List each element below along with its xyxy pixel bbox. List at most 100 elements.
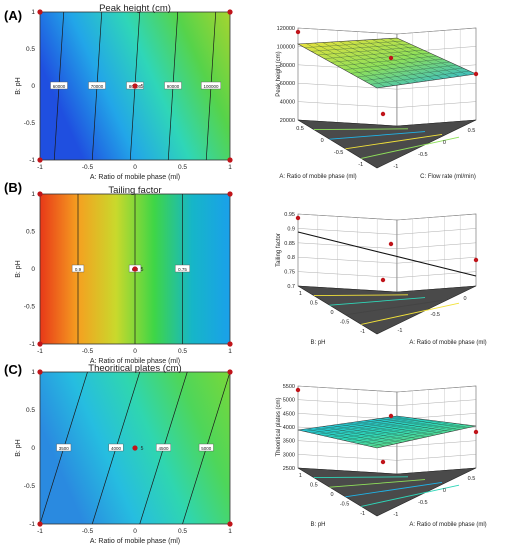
a-tick-label: -1	[360, 329, 365, 335]
surface-design-point	[295, 387, 301, 393]
mesh-line	[370, 425, 470, 447]
contour-label-box	[198, 443, 214, 452]
surface-floor	[297, 119, 477, 169]
wall-gridline	[396, 83, 477, 90]
contour-label-box	[108, 443, 124, 452]
x-axis-label: A: Ratio of mobile phase (ml)	[90, 538, 180, 545]
wall-gridline	[396, 454, 477, 461]
x-tick-label: -0.5	[82, 528, 94, 535]
design-point	[132, 266, 138, 272]
z-tick-label: 2500	[283, 466, 295, 472]
floor-contour-line	[313, 476, 409, 479]
wall-gridline	[396, 440, 477, 447]
z-tick-label: 4500	[283, 411, 295, 417]
z-tick-label: 4000	[283, 425, 295, 431]
a-tick-label: 0	[330, 310, 333, 316]
wall-gridline	[396, 257, 477, 264]
design-point	[37, 157, 43, 163]
z-tick-label: 0.8	[287, 255, 295, 261]
z-tick-label: 0.85	[284, 241, 295, 247]
contour-title: Peak height (cm)	[99, 3, 171, 14]
b-tick-label: -1	[393, 164, 398, 170]
floor-contour-line	[329, 297, 426, 306]
b-tick-label: 0	[464, 296, 467, 302]
b-tick-label: -1	[393, 512, 398, 518]
center-point-count: 5	[141, 446, 144, 452]
b-tick-label: -0.5	[418, 500, 427, 506]
z-tick-label: 20000	[280, 118, 295, 124]
x-axis-label: A: Ratio of mobile phase (ml)	[90, 174, 180, 181]
wall-gridline	[297, 242, 398, 249]
contour-label-box	[175, 264, 190, 273]
y-tick-label: -1	[29, 157, 35, 164]
b-tick-label: 0.5	[468, 128, 476, 134]
floor-contour-line	[361, 136, 460, 159]
design-point	[227, 191, 233, 197]
contour-label: 100000	[203, 84, 219, 89]
floor-contour-line	[329, 131, 426, 140]
y-tick-label: 0	[31, 266, 35, 273]
x-tick-label: 0	[133, 164, 137, 171]
contour-label-box	[200, 81, 221, 90]
panel-letter-b: (B)	[4, 180, 23, 195]
a-tick-label: 0.5	[310, 300, 318, 306]
y-tick-label: -0.5	[24, 304, 36, 311]
b-tick-label: -1	[398, 328, 403, 334]
b-tick-label: 0	[443, 140, 446, 146]
x-tick-label: -0.5	[82, 348, 94, 355]
wall-gridline	[396, 228, 477, 235]
y-tick-label: -1	[29, 521, 35, 528]
y-axis-label: B: pH	[15, 260, 22, 278]
floor-contour-line	[345, 299, 443, 316]
y-tick-label: 1	[31, 369, 35, 376]
floor-contour-line	[345, 133, 443, 150]
z-tick-label: 80000	[280, 63, 295, 69]
y-axis-label: B: pH	[15, 77, 22, 95]
wall-gridline	[297, 385, 398, 393]
surface-line	[297, 231, 477, 277]
z-axis-label: Peak height (cm)	[276, 51, 282, 96]
wall-gridline	[297, 213, 398, 221]
a-tick-label: 0.5	[296, 126, 304, 132]
a-tick-label: 1	[299, 473, 302, 479]
a-axis-label: A: Ratio of mobile phase (ml)	[279, 174, 356, 180]
wall-gridline	[297, 101, 398, 108]
wall-gridline	[396, 27, 477, 35]
contour-label: 70000	[91, 84, 104, 89]
design-point	[227, 521, 233, 527]
b-axis-label: A: Ratio of mobile phase (ml)	[409, 522, 486, 528]
design-point	[132, 83, 138, 89]
x-tick-label: -0.5	[82, 164, 94, 171]
wall-gridline	[297, 27, 398, 35]
y-tick-label: -0.5	[24, 120, 36, 127]
contour-label-box	[164, 81, 182, 90]
surface-design-point	[295, 29, 301, 35]
contour-label: 4000	[111, 446, 122, 451]
design-point	[37, 191, 43, 197]
center-point-count: 5	[141, 84, 144, 90]
z-tick-label: 5000	[283, 398, 295, 404]
design-point	[37, 369, 43, 375]
design-point	[37, 341, 43, 347]
y-tick-label: 1	[31, 9, 35, 16]
b-tick-label: 0	[443, 488, 446, 494]
a-tick-label: -0.5	[340, 320, 349, 326]
x-tick-label: 1	[228, 528, 232, 535]
surface-floor	[297, 285, 477, 335]
floor-contour-line	[313, 294, 409, 297]
contour-label-box	[71, 264, 85, 273]
wall-gridline	[297, 454, 398, 461]
z-tick-label: 0.7	[287, 284, 295, 290]
contour-label-box	[56, 443, 72, 452]
contour-label: 4500	[158, 446, 169, 451]
contour-label: 0.9	[75, 267, 82, 272]
floor-contour-line	[329, 479, 426, 488]
z-tick-label: 5500	[283, 384, 295, 390]
surface-design-point	[380, 111, 386, 117]
wall-gridline	[396, 101, 477, 108]
contour-label: 0.75	[178, 267, 187, 272]
b-axis-label: A: Ratio of mobile phase (ml)	[409, 340, 486, 346]
contour-title: Theoritical plates (cm)	[88, 363, 181, 374]
z-tick-label: 0.95	[284, 212, 295, 218]
